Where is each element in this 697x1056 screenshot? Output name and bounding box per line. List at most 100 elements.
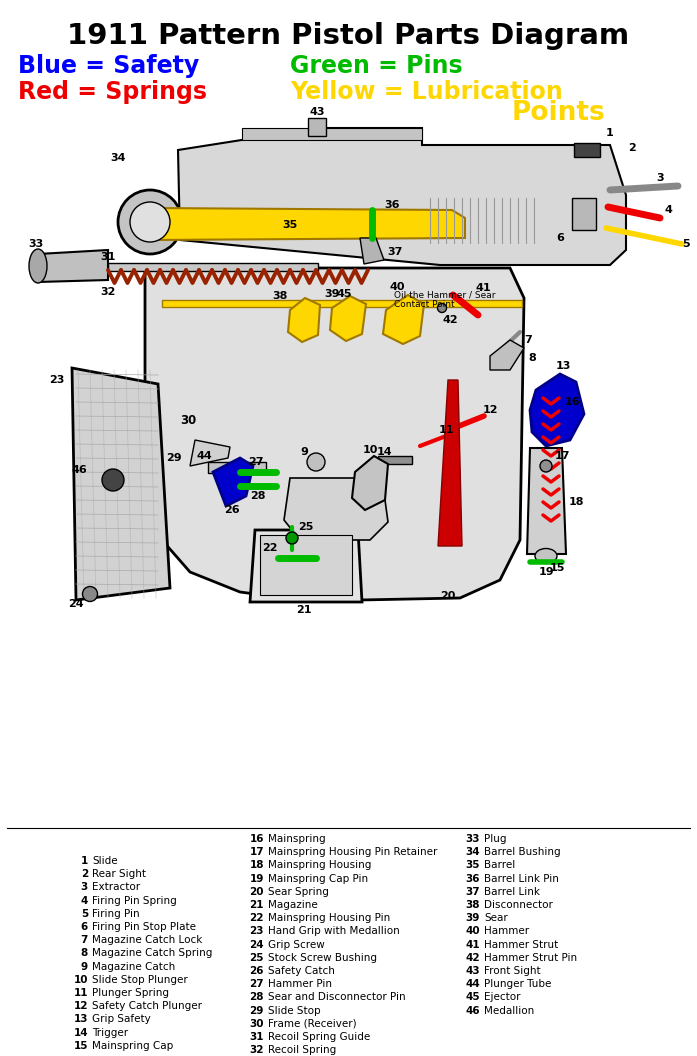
Text: Grip Safety: Grip Safety — [92, 1015, 151, 1024]
Polygon shape — [530, 374, 584, 446]
Text: 2: 2 — [81, 869, 88, 880]
Text: 35: 35 — [282, 220, 298, 230]
Text: 17: 17 — [250, 847, 264, 857]
Text: 42: 42 — [442, 315, 458, 325]
Text: 26: 26 — [250, 966, 264, 976]
Text: 38: 38 — [273, 291, 288, 301]
Polygon shape — [38, 250, 108, 282]
Text: Firing Pin: Firing Pin — [92, 909, 139, 919]
Text: Barrel Link Pin: Barrel Link Pin — [484, 873, 559, 884]
Text: 34: 34 — [466, 847, 480, 857]
Text: 16: 16 — [564, 397, 580, 407]
Text: 18: 18 — [250, 861, 264, 870]
Text: 18: 18 — [568, 497, 584, 507]
Text: Hammer: Hammer — [484, 926, 529, 937]
Text: 28: 28 — [250, 993, 264, 1002]
Text: Hammer Strut: Hammer Strut — [484, 940, 558, 949]
Text: 38: 38 — [466, 900, 480, 910]
Text: 40: 40 — [389, 282, 405, 293]
Text: Grip Screw: Grip Screw — [268, 940, 325, 949]
Bar — [572, 199, 596, 230]
Ellipse shape — [535, 548, 557, 564]
Text: Plunger Tube: Plunger Tube — [484, 979, 551, 989]
Text: Sear: Sear — [484, 913, 507, 923]
Text: Slide Stop Plunger: Slide Stop Plunger — [92, 975, 187, 985]
Ellipse shape — [130, 202, 170, 242]
Polygon shape — [213, 458, 253, 506]
Text: Points: Points — [512, 100, 606, 126]
Text: 36: 36 — [384, 200, 400, 210]
Text: 22: 22 — [262, 543, 277, 553]
Polygon shape — [150, 208, 465, 240]
Text: Magazine Catch Spring: Magazine Catch Spring — [92, 948, 213, 959]
Text: 3: 3 — [81, 883, 88, 892]
Text: 1: 1 — [81, 856, 88, 866]
Text: Mainspring: Mainspring — [268, 834, 325, 844]
Text: 5: 5 — [682, 239, 690, 249]
Text: 37: 37 — [466, 887, 480, 897]
Polygon shape — [178, 128, 626, 265]
Text: 46: 46 — [71, 465, 87, 475]
Text: 46: 46 — [466, 1005, 480, 1016]
Text: 32: 32 — [250, 1045, 264, 1055]
Text: 21: 21 — [296, 605, 312, 615]
Text: 20: 20 — [441, 591, 456, 601]
Text: Hammer Strut Pin: Hammer Strut Pin — [484, 953, 577, 963]
Text: 45: 45 — [466, 993, 480, 1002]
Ellipse shape — [29, 249, 47, 283]
Text: 45: 45 — [336, 289, 352, 299]
Text: 28: 28 — [250, 491, 266, 501]
Text: Mainspring Cap Pin: Mainspring Cap Pin — [268, 873, 368, 884]
Text: 39: 39 — [324, 289, 339, 299]
Text: Mainspring Cap: Mainspring Cap — [92, 1041, 174, 1051]
Text: 7: 7 — [81, 936, 88, 945]
Text: Plug: Plug — [484, 834, 507, 844]
Text: Blue = Safety: Blue = Safety — [18, 54, 199, 78]
Text: Ejector: Ejector — [484, 993, 521, 1002]
Text: Medallion: Medallion — [484, 1005, 534, 1016]
Text: Recoil Spring: Recoil Spring — [268, 1045, 336, 1055]
Text: 4: 4 — [81, 895, 88, 906]
Polygon shape — [190, 440, 230, 466]
Text: 30: 30 — [250, 1019, 264, 1029]
Text: Sear and Disconnector Pin: Sear and Disconnector Pin — [268, 993, 406, 1002]
Text: Oil the Hammer / Sear
Contact Point: Oil the Hammer / Sear Contact Point — [394, 290, 496, 309]
Text: Magazine Catch: Magazine Catch — [92, 962, 175, 972]
Polygon shape — [490, 340, 524, 370]
Bar — [378, 456, 412, 464]
Bar — [108, 263, 318, 271]
Text: 6: 6 — [81, 922, 88, 932]
Text: 26: 26 — [224, 505, 240, 515]
Text: Plunger Spring: Plunger Spring — [92, 988, 169, 998]
Text: 7: 7 — [524, 335, 532, 345]
Bar — [260, 535, 352, 595]
Text: Barrel Bushing: Barrel Bushing — [484, 847, 560, 857]
Text: 27: 27 — [250, 979, 264, 989]
Text: 8: 8 — [528, 353, 536, 363]
Text: Trigger: Trigger — [92, 1027, 128, 1038]
Text: 19: 19 — [538, 567, 554, 577]
Text: 19: 19 — [250, 873, 264, 884]
Polygon shape — [527, 448, 566, 554]
Text: Firing Pin Spring: Firing Pin Spring — [92, 895, 177, 906]
Text: 37: 37 — [388, 247, 403, 257]
Ellipse shape — [286, 532, 298, 544]
Text: 9: 9 — [81, 962, 88, 972]
Text: Disconnector: Disconnector — [484, 900, 553, 910]
Text: Slide Stop: Slide Stop — [268, 1005, 321, 1016]
Polygon shape — [250, 530, 362, 602]
Ellipse shape — [438, 303, 447, 313]
Text: Barrel: Barrel — [484, 861, 515, 870]
Text: 23: 23 — [250, 926, 264, 937]
Text: 16: 16 — [250, 834, 264, 844]
Polygon shape — [352, 456, 388, 510]
Text: 33: 33 — [29, 239, 44, 249]
Text: 10: 10 — [362, 445, 378, 455]
Text: Magazine: Magazine — [268, 900, 318, 910]
Text: 41: 41 — [466, 940, 480, 949]
Text: Magazine Catch Lock: Magazine Catch Lock — [92, 936, 202, 945]
Text: 6: 6 — [556, 233, 564, 243]
Text: 31: 31 — [250, 1032, 264, 1042]
Text: 12: 12 — [73, 1001, 88, 1012]
Text: 3: 3 — [656, 173, 664, 183]
